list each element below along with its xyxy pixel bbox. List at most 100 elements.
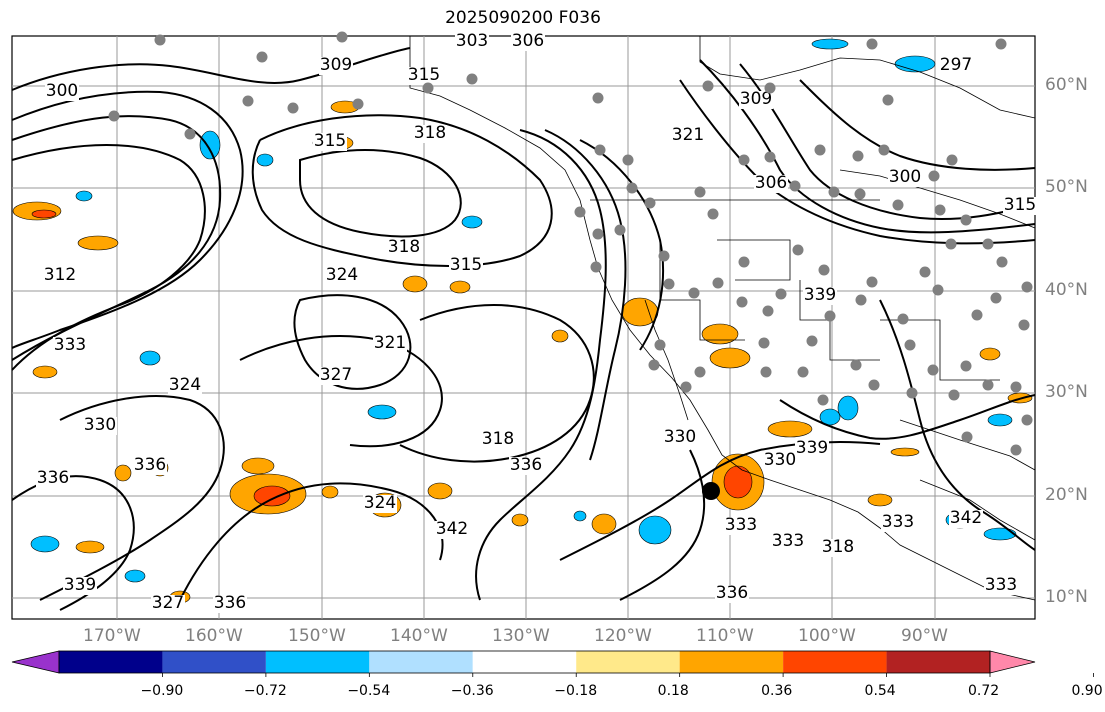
shaded-patch xyxy=(427,482,453,500)
shaded-patch xyxy=(77,235,119,251)
shaded-patch xyxy=(511,513,529,527)
contour-line xyxy=(544,129,627,461)
station-dot xyxy=(758,337,770,349)
figure-title: 2025090200 F036 xyxy=(445,8,601,28)
lon-label: 150°W xyxy=(288,626,346,646)
contour-line xyxy=(293,294,412,390)
station-dot xyxy=(594,144,606,156)
shaded-patch xyxy=(461,215,483,229)
contour-label: 312 xyxy=(44,265,76,285)
station-dot xyxy=(1021,414,1033,426)
colorbar-tick-label: 0.72 xyxy=(968,683,1000,699)
shaded-patch xyxy=(75,540,105,554)
shaded-patch xyxy=(367,404,397,420)
coastline xyxy=(717,239,791,281)
station-dot xyxy=(622,154,634,166)
shaded-patch xyxy=(199,130,221,160)
shaded-patch xyxy=(979,347,1001,361)
shaded-patch xyxy=(321,485,339,499)
station-dot xyxy=(961,431,973,443)
station-dot xyxy=(852,150,864,162)
station-dot xyxy=(680,381,692,393)
station-dot xyxy=(934,204,946,216)
contour-label: 324 xyxy=(169,375,201,395)
station-dot xyxy=(948,389,960,401)
station-dot xyxy=(868,379,880,391)
contour-label: 318 xyxy=(388,237,420,257)
station-dot xyxy=(892,199,904,211)
station-dot xyxy=(764,151,776,163)
station-dot xyxy=(574,206,586,218)
shaded-patch xyxy=(890,447,920,457)
shaded-patch xyxy=(449,280,471,294)
shaded-patch xyxy=(701,323,739,345)
station-dot xyxy=(352,98,364,110)
lon-label: 110°W xyxy=(696,626,754,646)
station-dot xyxy=(1018,319,1030,331)
shaded-patch xyxy=(124,569,146,583)
shaded-patch xyxy=(32,365,58,379)
station-dot xyxy=(154,34,166,46)
contour-label: 327 xyxy=(320,365,352,385)
station-dot xyxy=(919,266,931,278)
contour-label: 318 xyxy=(414,123,446,143)
contour-label: 324 xyxy=(364,493,396,513)
shaded-patch xyxy=(256,153,274,167)
station-dot xyxy=(855,294,867,306)
station-dot xyxy=(828,186,840,198)
contour-label: 333 xyxy=(882,512,914,532)
contour-label: 333 xyxy=(772,531,804,551)
shaded-patch xyxy=(253,485,291,507)
station-dot xyxy=(854,188,866,200)
station-dot xyxy=(792,244,804,256)
storm-center-marker xyxy=(702,482,720,500)
contour-line xyxy=(11,144,206,371)
lat-label: 60°N xyxy=(1045,75,1088,95)
shaded-patch xyxy=(819,408,841,426)
contour-label: 333 xyxy=(54,335,86,355)
colorbar-tick-label: −0.36 xyxy=(450,683,494,699)
station-dot xyxy=(738,154,750,166)
station-dot xyxy=(878,144,890,156)
station-dot xyxy=(866,38,878,50)
shaded-fields xyxy=(12,38,1033,604)
station-dot xyxy=(946,154,958,166)
contour-label: 327 xyxy=(152,593,184,613)
station-dot xyxy=(814,144,826,156)
contour-label: 321 xyxy=(374,333,406,353)
coastline xyxy=(880,319,1000,381)
contour-label: 336 xyxy=(510,455,542,475)
contour-label: 309 xyxy=(320,55,352,75)
shaded-patch xyxy=(767,420,813,438)
station-dot xyxy=(1021,281,1033,293)
colorbar-tick-label: −0.54 xyxy=(347,683,391,699)
shaded-patch xyxy=(591,513,617,535)
colorbar-tick-label: 0.18 xyxy=(657,683,689,699)
contour-label: 315 xyxy=(1004,195,1036,215)
shaded-patch xyxy=(894,55,936,73)
station-dot xyxy=(694,186,706,198)
contour-label: 318 xyxy=(822,537,854,557)
contour-line xyxy=(619,449,706,601)
contour-labels: 303 306 309 315 300 318 315 297 309 321 300 306 312 3… xyxy=(36,31,1037,613)
contour-label: 315 xyxy=(450,255,482,275)
shaded-patch xyxy=(983,527,1017,541)
station-dot xyxy=(982,238,994,250)
colorbar-tick-label: −0.72 xyxy=(243,683,287,699)
station-dot xyxy=(108,110,120,122)
station-dot xyxy=(817,394,829,406)
contour-line xyxy=(739,63,1036,221)
shaded-patch xyxy=(837,395,859,421)
station-dot xyxy=(738,256,750,268)
contour-label: 306 xyxy=(512,31,544,51)
station-dot xyxy=(897,313,909,325)
station-dot xyxy=(760,366,772,378)
coastline xyxy=(839,169,1036,229)
shaded-patch xyxy=(867,493,893,507)
shaded-patch xyxy=(573,510,587,522)
lat-label: 40°N xyxy=(1045,280,1088,300)
lon-label: 160°W xyxy=(185,626,243,646)
contour-line xyxy=(879,299,1036,551)
contour-line xyxy=(679,79,1036,245)
contour-label: 330 xyxy=(664,427,696,447)
